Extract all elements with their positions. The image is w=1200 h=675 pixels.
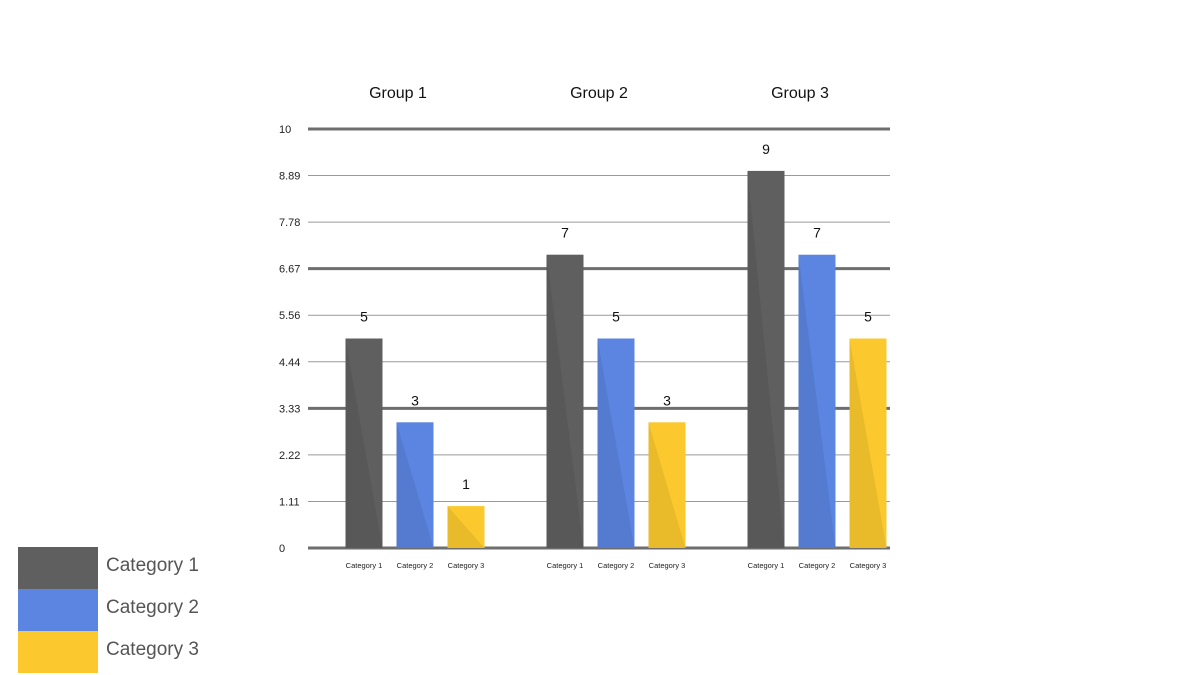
data-label: 5: [360, 309, 368, 325]
bar: [597, 338, 635, 548]
x-tick-label: Category 2: [598, 561, 635, 570]
legend-swatch: [18, 589, 98, 631]
y-axis-tick-labels: 0 1.11 2.22 3.33 4.44 5.56 6.67 7.78 8.89 10: [279, 124, 300, 555]
bar-shading: [546, 254, 584, 548]
bar: [747, 170, 785, 548]
legend-label: Category 3: [106, 639, 199, 660]
data-label: 9: [762, 141, 770, 157]
y-tick-label: 7.78: [279, 217, 300, 229]
data-label: 5: [864, 309, 872, 325]
x-tick-label: Category 2: [799, 561, 836, 570]
data-label: 5: [612, 309, 620, 325]
data-label: 7: [561, 225, 569, 241]
bar: [546, 254, 584, 548]
legend-label: Category 1: [106, 555, 199, 576]
group-title: Group 3: [771, 85, 829, 102]
data-label: 1: [462, 476, 470, 492]
data-label: 7: [813, 225, 821, 241]
legend-item-category-1: Category 1: [18, 547, 238, 589]
group-title: Group 2: [570, 85, 628, 102]
data-labels: 5 3 1 7 5 3 9 7 5: [360, 141, 872, 492]
x-tick-label: Category 2: [397, 561, 434, 570]
bar-shading: [849, 338, 887, 548]
y-tick-label: 3.33: [279, 403, 300, 415]
legend-item-category-2: Category 2: [18, 589, 238, 631]
data-label: 3: [663, 392, 671, 408]
bar-shading: [597, 338, 635, 548]
legend-item-category-3: Category 3: [18, 631, 238, 673]
legend-swatch: [18, 631, 98, 673]
y-tick-label: 2.22: [279, 450, 300, 462]
data-label: 3: [411, 392, 419, 408]
bar-shading: [447, 506, 485, 548]
bar: [447, 506, 485, 548]
bar: [396, 422, 434, 548]
group-titles: Group 1 Group 2 Group 3: [369, 85, 829, 102]
bar-shading: [798, 254, 836, 548]
bar-shading: [648, 422, 686, 548]
x-tick-label: Category 3: [649, 561, 686, 570]
legend-swatch: [18, 547, 98, 589]
y-tick-label: 4.44: [279, 357, 300, 369]
bar: [849, 338, 887, 548]
legend: Category 1 Category 2 Category 3: [18, 547, 238, 673]
y-tick-label: 0: [279, 543, 285, 555]
x-tick-label: Category 1: [346, 561, 383, 570]
bar-shading: [345, 338, 383, 548]
x-tick-label: Category 1: [748, 561, 785, 570]
bar: [798, 254, 836, 548]
x-tick-label: Category 3: [448, 561, 485, 570]
bars: [345, 170, 887, 548]
bar: [648, 422, 686, 548]
y-tick-label: 5.56: [279, 310, 300, 322]
y-tick-label: 8.89: [279, 171, 300, 183]
y-tick-label: 6.67: [279, 264, 300, 276]
legend-label: Category 2: [106, 597, 199, 618]
x-axis-category-labels: Category 1 Category 2 Category 3 Category 1…: [346, 561, 887, 570]
bar-shading: [396, 422, 434, 548]
group-title: Group 1: [369, 85, 427, 102]
x-tick-label: Category 3: [850, 561, 887, 570]
bar: [345, 338, 383, 548]
y-tick-label: 1.11: [279, 496, 300, 508]
y-tick-label: 10: [279, 124, 291, 136]
bar-shading: [747, 170, 785, 548]
x-tick-label: Category 1: [547, 561, 584, 570]
